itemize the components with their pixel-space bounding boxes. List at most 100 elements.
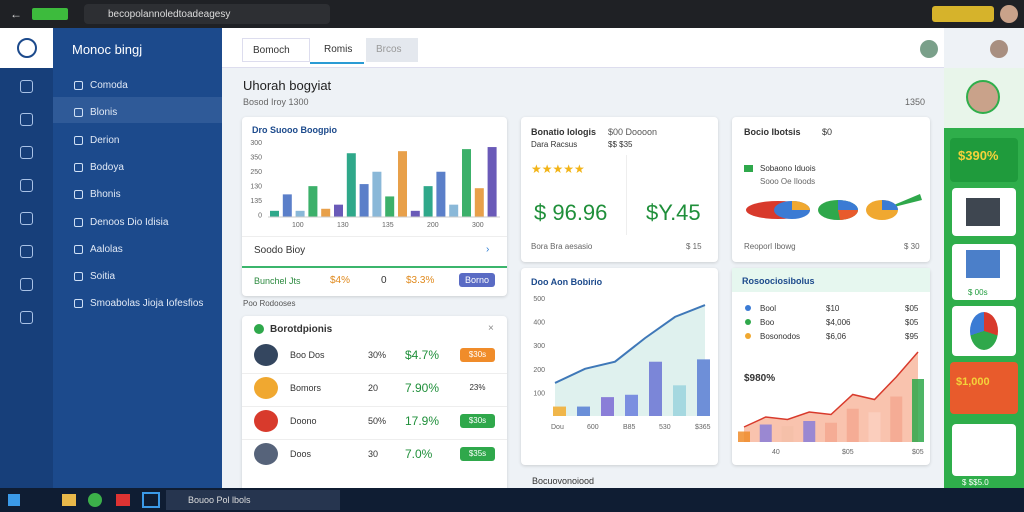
start-button[interactable] — [8, 494, 20, 506]
bar — [738, 431, 750, 442]
y-tick-label: 130 — [250, 184, 262, 191]
area — [555, 305, 705, 416]
y-tick-label: 300 — [250, 140, 262, 147]
note: Poo Rodooses — [243, 299, 296, 308]
brand: Monoc bingj — [72, 42, 143, 57]
bar — [673, 385, 686, 416]
line-chart: 500 400 300 200 100 Dou 600 B85 530 $365 — [533, 296, 710, 431]
page-subtitle: Bosod Iroy 1300 — [243, 97, 309, 107]
stat: $980% — [744, 373, 776, 384]
card-foot: $ 30 — [904, 242, 920, 251]
bar — [436, 171, 446, 217]
bar — [398, 151, 407, 217]
cell: 7.90% — [405, 381, 440, 395]
card-foot: Reoporl Ibowg — [744, 242, 796, 251]
user-avatar[interactable] — [920, 40, 938, 58]
divider — [242, 266, 507, 268]
card-title: Dro Suooo Boogpio — [252, 125, 337, 135]
tab[interactable]: Bomoch — [242, 38, 310, 62]
row-label: Bunchel Jts — [254, 276, 301, 286]
card-price: $$ $35 — [608, 140, 633, 149]
taskbar-icon[interactable] — [116, 494, 130, 506]
bar — [553, 406, 566, 416]
cell: 17.9% — [405, 414, 440, 428]
strip-icon[interactable] — [20, 146, 33, 159]
card-title: Rosoociosibolus — [742, 276, 815, 286]
x-tick-label: Dou — [551, 424, 564, 431]
y-tick-label: 0 — [258, 213, 262, 220]
x-tick-label: 600 — [587, 424, 599, 431]
bar — [868, 412, 881, 442]
sidebar-item[interactable]: Bhonis — [90, 189, 121, 201]
strip-icon[interactable] — [20, 212, 33, 225]
strip-icon[interactable] — [20, 278, 33, 291]
badge[interactable]: $35s — [460, 447, 495, 461]
row-divider — [242, 373, 507, 374]
browser-logo — [32, 8, 68, 20]
sidebar-item[interactable]: Aalolas — [90, 243, 123, 255]
bar — [577, 406, 590, 416]
y-tick-label: 200 — [533, 367, 545, 374]
sidebar-item[interactable]: Comoda — [90, 80, 128, 91]
sidebar-icon — [74, 81, 83, 90]
card-header — [732, 268, 930, 292]
stat-box — [950, 362, 1018, 414]
sidebar-item[interactable]: Bodoya — [90, 161, 124, 173]
legend-text: Boo — [760, 318, 775, 327]
row-icon — [254, 443, 278, 465]
stat: $390% — [958, 148, 999, 163]
bar — [601, 397, 614, 416]
cell: $4.7% — [405, 348, 440, 362]
strip-icon[interactable] — [20, 311, 33, 324]
x-tick-label: 100 — [292, 222, 304, 229]
avatar[interactable] — [1000, 5, 1018, 23]
stat: $ $$5.0 — [962, 478, 989, 487]
badge[interactable]: $30s — [460, 414, 495, 428]
sidebar-item[interactable]: Smoabolas Jioja Iofesfios — [90, 298, 204, 310]
taskbar-app-label: Bouoo Pol lbols — [188, 495, 251, 505]
back-button[interactable]: ← — [10, 7, 22, 21]
cell: 50% — [368, 416, 387, 426]
user-avatar[interactable] — [990, 40, 1008, 58]
browser-badge[interactable] — [932, 6, 994, 22]
card-sub: $0 — [822, 127, 833, 137]
tab[interactable]: Brcos — [366, 38, 418, 62]
button[interactable]: Borno — [459, 273, 495, 287]
taskbar-icon[interactable] — [142, 492, 160, 508]
strip-icon[interactable] — [20, 179, 33, 192]
sidebar-icon — [74, 244, 83, 254]
strip-icon[interactable] — [20, 80, 33, 93]
card-title: Doo Aon Bobirio — [531, 277, 603, 287]
strip-icon[interactable] — [20, 245, 33, 258]
stat-box — [950, 138, 1018, 182]
chevron[interactable]: › — [486, 244, 490, 255]
card-label: Dara Racsus — [531, 140, 578, 149]
cell: Doos — [290, 449, 312, 459]
close[interactable]: × — [488, 323, 494, 334]
row-icon — [254, 377, 278, 399]
strip-icon[interactable] — [20, 113, 33, 126]
row-value: $4% — [330, 275, 351, 286]
taskbar-app[interactable] — [166, 490, 340, 510]
bar — [759, 424, 772, 442]
sidebar-item[interactable]: Derion — [90, 134, 120, 146]
sidebar-item[interactable]: Denoos Dio Idisia — [90, 216, 169, 228]
taskbar-icon[interactable] — [62, 494, 76, 506]
sidebar-icon — [74, 135, 83, 145]
url-box[interactable] — [84, 4, 330, 24]
url: becopolannoledtoadeagesy — [108, 9, 231, 20]
tab-active[interactable]: Romis — [310, 38, 364, 64]
pie-illustration — [746, 194, 922, 220]
stat: $1,000 — [956, 376, 990, 388]
sidebar-item[interactable]: Soitia — [90, 271, 116, 283]
x-tick-label: 135 — [382, 222, 394, 229]
page-corner: 1350 — [905, 97, 926, 107]
sidebar-item[interactable]: Blonis — [90, 107, 118, 119]
area-chart: 40 $05 $05 — [738, 351, 924, 456]
taskbar-icon[interactable] — [88, 493, 102, 507]
card-foot: $ 15 — [686, 242, 702, 251]
badge[interactable]: $30s — [460, 348, 495, 362]
line — [554, 304, 706, 384]
bar — [803, 421, 816, 442]
